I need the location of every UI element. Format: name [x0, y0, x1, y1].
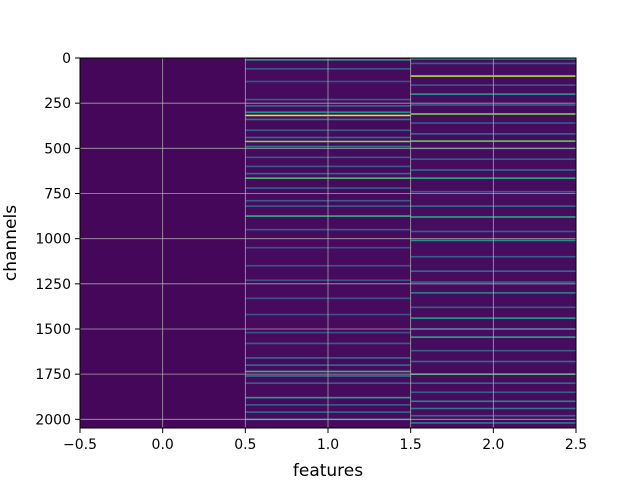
- x-tick-label: 1.5: [400, 437, 422, 453]
- y-tick-label: 500: [44, 141, 71, 157]
- x-tick-label: 1.0: [317, 437, 339, 453]
- x-axis: −0.5 0.0 0.5 1.0 1.5 2.0 2.5: [63, 428, 587, 453]
- y-tick-label: 1750: [35, 367, 71, 383]
- y-tick-label: 1000: [35, 232, 71, 248]
- y-axis: 0 250 500 750 1000 1250 1500 1750 2000: [35, 51, 80, 428]
- x-axis-label: features: [293, 461, 363, 480]
- x-tick-label: 0.0: [152, 437, 174, 453]
- y-tick-label: 250: [44, 96, 71, 112]
- x-tick-label: 2.5: [565, 437, 587, 453]
- y-axis-label: channels: [1, 205, 21, 281]
- grid-lines: [80, 58, 576, 428]
- y-tick-label: 1500: [35, 322, 71, 338]
- x-tick-label: 0.5: [234, 437, 256, 453]
- x-tick-label: 2.0: [482, 437, 504, 453]
- y-tick-label: 750: [44, 186, 71, 202]
- plot-area: [79, 57, 577, 429]
- x-tick-label: −0.5: [63, 437, 97, 453]
- y-tick-label: 2000: [35, 412, 71, 428]
- y-tick-label: 1250: [35, 277, 71, 293]
- y-tick-label: 0: [62, 51, 71, 67]
